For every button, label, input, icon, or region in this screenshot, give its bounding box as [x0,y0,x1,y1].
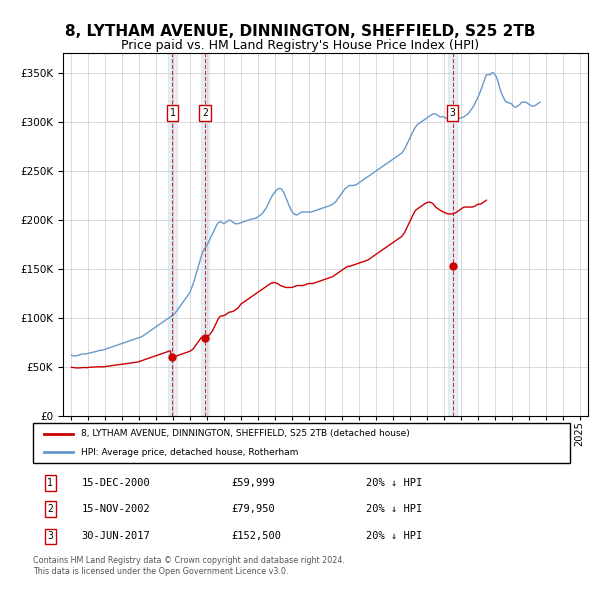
Text: 20% ↓ HPI: 20% ↓ HPI [366,531,422,541]
Text: £152,500: £152,500 [232,531,281,541]
Text: 30-JUN-2017: 30-JUN-2017 [82,531,150,541]
Text: 3: 3 [449,108,455,118]
Bar [448,53,457,416]
Text: 15-NOV-2002: 15-NOV-2002 [82,504,150,514]
Text: 1: 1 [47,478,53,488]
Text: 20% ↓ HPI: 20% ↓ HPI [366,478,422,488]
Text: Price paid vs. HM Land Registry's House Price Index (HPI): Price paid vs. HM Land Registry's House … [121,39,479,52]
Text: HPI: Average price, detached house, Rotherham: HPI: Average price, detached house, Roth… [82,448,299,457]
Text: 2: 2 [47,504,53,514]
Text: 20% ↓ HPI: 20% ↓ HPI [366,504,422,514]
Bar [200,53,209,416]
Text: 8, LYTHAM AVENUE, DINNINGTON, SHEFFIELD, S25 2TB: 8, LYTHAM AVENUE, DINNINGTON, SHEFFIELD,… [65,24,535,38]
Text: 8, LYTHAM AVENUE, DINNINGTON, SHEFFIELD, S25 2TB (detached house): 8, LYTHAM AVENUE, DINNINGTON, SHEFFIELD,… [82,430,410,438]
Text: 1: 1 [169,108,175,118]
Bar [168,53,176,416]
Text: 15-DEC-2000: 15-DEC-2000 [82,478,150,488]
Text: £59,999: £59,999 [232,478,275,488]
Text: £79,950: £79,950 [232,504,275,514]
Text: 3: 3 [47,531,53,541]
Text: 2: 2 [202,108,208,118]
FancyBboxPatch shape [33,423,570,463]
Text: Contains HM Land Registry data © Crown copyright and database right 2024.
This d: Contains HM Land Registry data © Crown c… [33,556,345,576]
